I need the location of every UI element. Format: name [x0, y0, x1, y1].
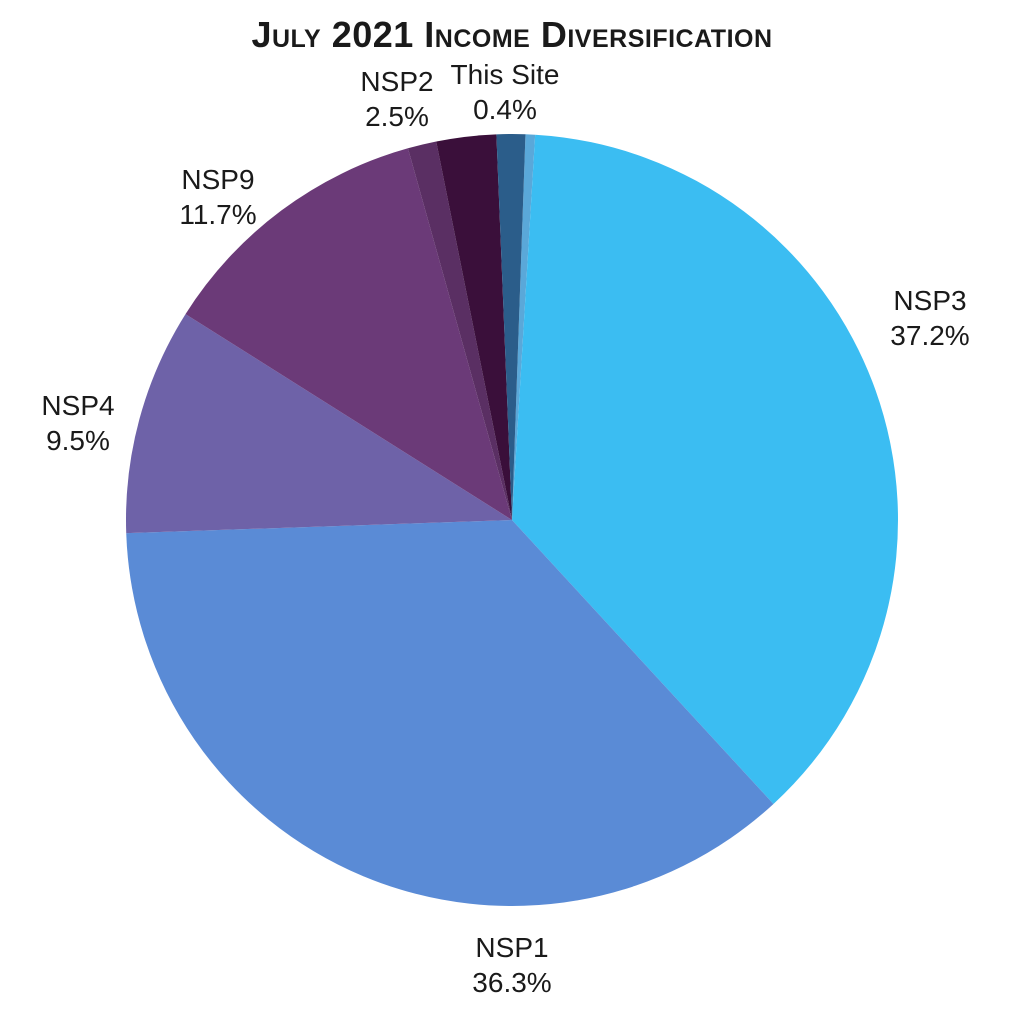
- slice-label-value: 11.7%: [179, 197, 256, 232]
- slice-label-nsp9: NSP911.7%: [179, 162, 256, 232]
- slice-label-value: 36.3%: [472, 965, 551, 1000]
- slice-label-name: This Site: [451, 57, 560, 92]
- slice-label-name: NSP1: [472, 930, 551, 965]
- slice-label-name: NSP3: [890, 283, 969, 318]
- slice-label-name: NSP9: [179, 162, 256, 197]
- slice-label-value: 37.2%: [890, 318, 969, 353]
- slice-label-value: 9.5%: [41, 423, 114, 458]
- slice-label-nsp4: NSP49.5%: [41, 388, 114, 458]
- slice-label-name: NSP2: [360, 64, 433, 99]
- pie-chart: This Site0.4%NSP337.2%NSP136.3%NSP49.5%N…: [0, 0, 1024, 1024]
- slice-label-value: 0.4%: [451, 92, 560, 127]
- slice-label-nsp2: NSP22.5%: [360, 64, 433, 134]
- slice-label-nsp1: NSP136.3%: [472, 930, 551, 1000]
- slice-label-name: NSP4: [41, 388, 114, 423]
- slice-label-value: 2.5%: [360, 99, 433, 134]
- slice-label-this-site: This Site0.4%: [451, 57, 560, 127]
- slice-label-nsp3: NSP337.2%: [890, 283, 969, 353]
